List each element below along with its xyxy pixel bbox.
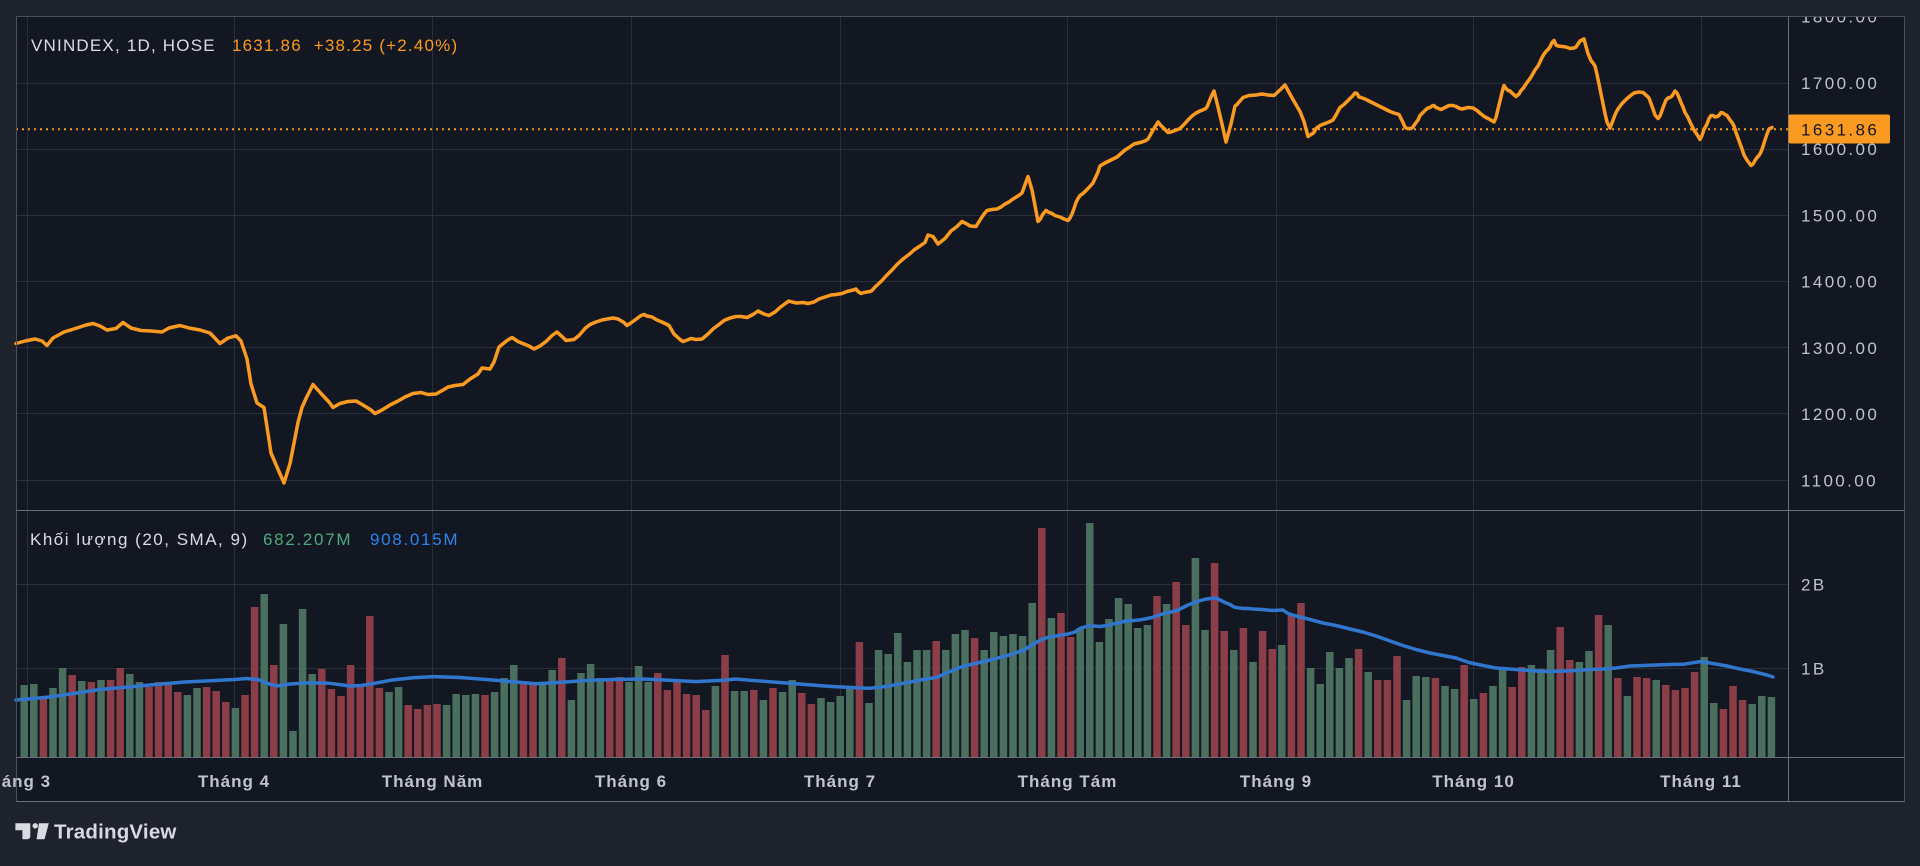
svg-text:Tháng 4: Tháng 4 <box>198 772 270 791</box>
svg-text:2B: 2B <box>1801 575 1827 594</box>
svg-text:1400.00: 1400.00 <box>1801 273 1879 292</box>
svg-text:1600.00: 1600.00 <box>1801 140 1879 159</box>
svg-text:Tháng 11: Tháng 11 <box>1660 772 1742 791</box>
svg-text:908.015M: 908.015M <box>370 530 459 549</box>
svg-text:Tháng Năm: Tháng Năm <box>382 772 484 791</box>
svg-text:1631.86 +38.25 (+2.40%): 1631.86 +38.25 (+2.40%) <box>232 36 458 55</box>
svg-text:Khối lượng (20, SMA, 9): Khối lượng (20, SMA, 9) <box>30 530 249 549</box>
svg-text:TradingView: TradingView <box>54 821 177 844</box>
svg-text:682.207M: 682.207M <box>263 530 352 549</box>
svg-text:Tháng 3: Tháng 3 <box>0 772 51 791</box>
svg-text:Tháng 9: Tháng 9 <box>1240 772 1312 791</box>
svg-text:1100.00: 1100.00 <box>1801 471 1878 490</box>
svg-text:1B: 1B <box>1801 660 1827 679</box>
svg-text:1500.00: 1500.00 <box>1801 206 1879 225</box>
svg-text:1800.00: 1800.00 <box>1801 8 1879 27</box>
svg-text:1700.00: 1700.00 <box>1801 74 1879 93</box>
svg-text:1300.00: 1300.00 <box>1801 339 1879 358</box>
svg-text:Tháng Tám: Tháng Tám <box>1018 772 1118 791</box>
svg-text:VNINDEX, 1D, HOSE: VNINDEX, 1D, HOSE <box>31 36 216 55</box>
svg-text:Tháng 7: Tháng 7 <box>804 772 876 791</box>
svg-text:1631.86: 1631.86 <box>1801 120 1879 139</box>
svg-text:1200.00: 1200.00 <box>1801 405 1879 424</box>
svg-text:Tháng 6: Tháng 6 <box>595 772 667 791</box>
svg-text:Tháng 10: Tháng 10 <box>1432 772 1515 791</box>
